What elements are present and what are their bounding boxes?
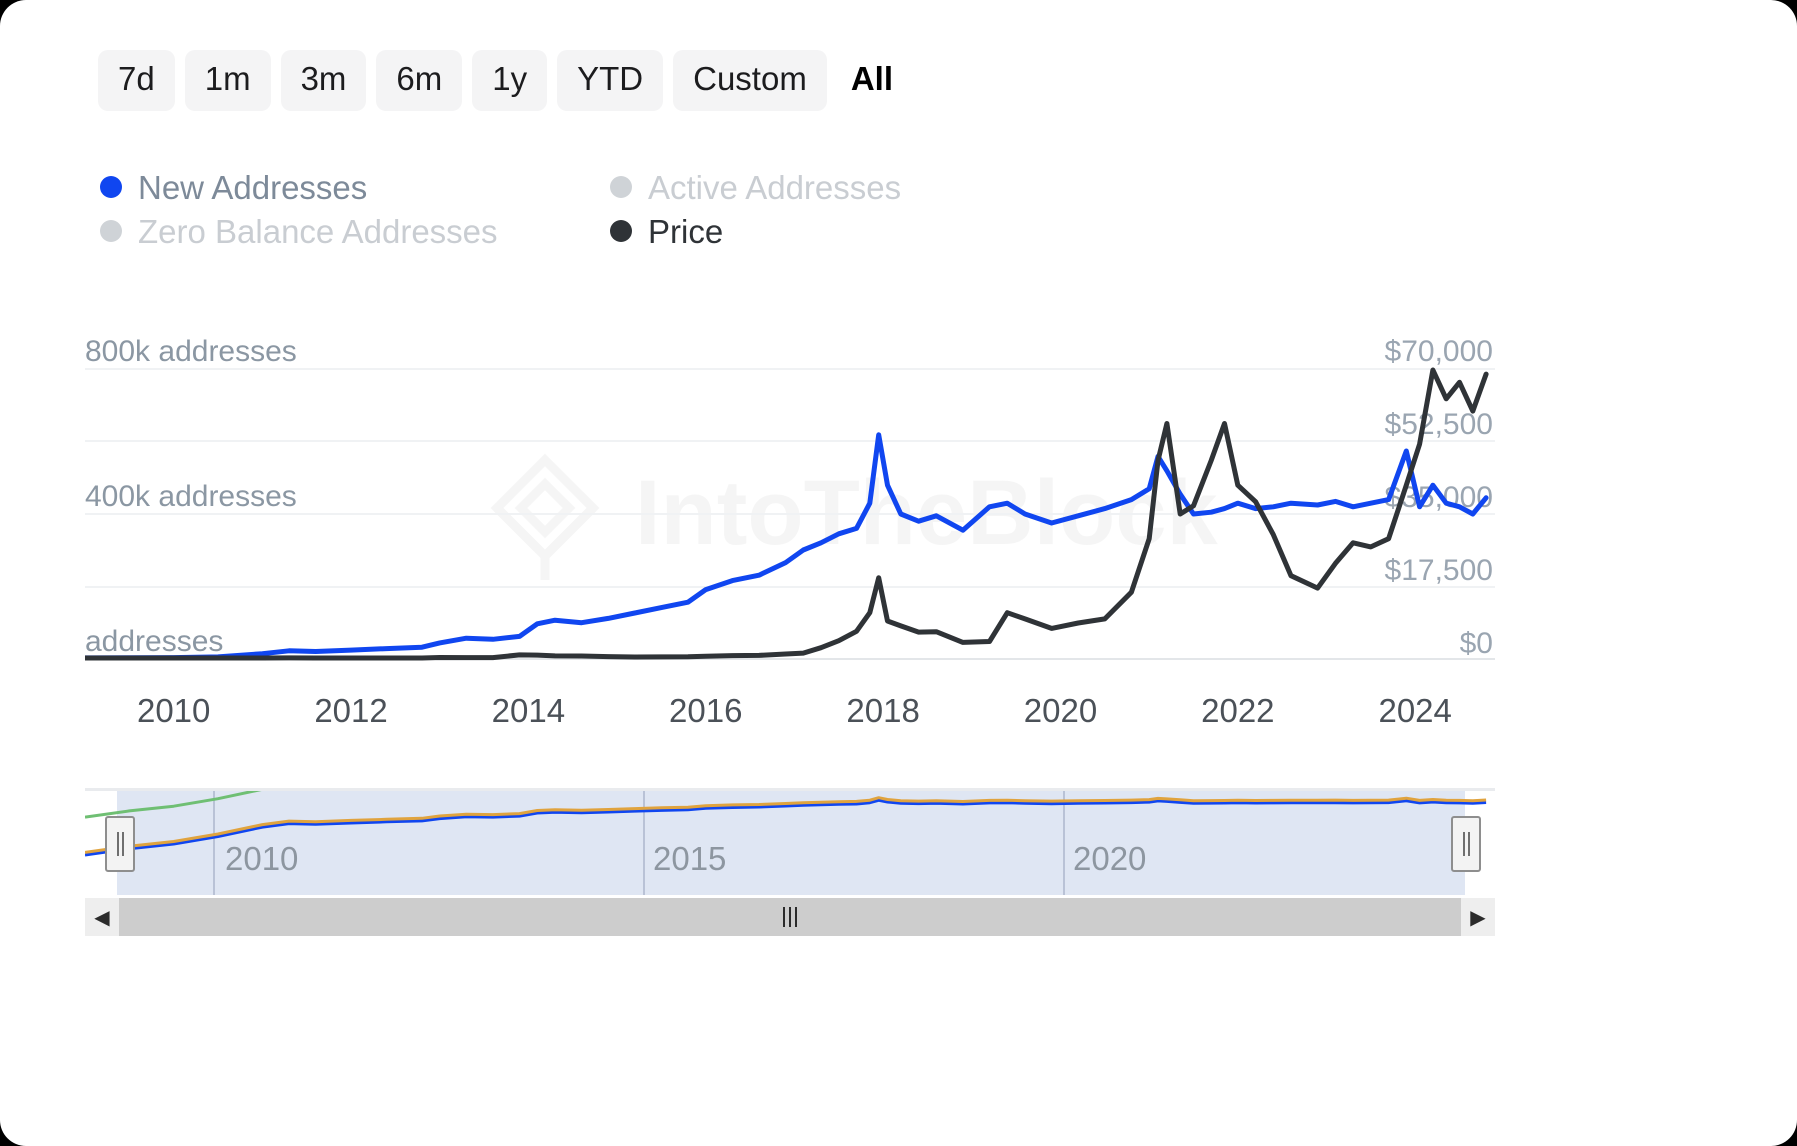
navigator-year-2015: 2015	[653, 840, 727, 877]
navigator-series-new-addresses	[85, 798, 1487, 857]
x-axis-tick-2022: 2022	[1201, 692, 1275, 729]
legend-dot-zero-balance-addresses	[100, 220, 122, 242]
x-axis-tick-2020: 2020	[1023, 692, 1098, 729]
x-axis-tick-2016: 2016	[669, 692, 743, 729]
y2-axis-label-0: $0	[1459, 627, 1493, 660]
legend-label-zero-balance-addresses: Zero Balance Addresses	[138, 212, 498, 250]
legend-label-new-addresses: New Addresses	[138, 168, 368, 206]
grid-line-800k	[85, 368, 1495, 370]
legend-dot-active-addresses	[610, 176, 632, 198]
x-axis: 2010 2012 2014 2016 2018 2020 2022 2024	[85, 692, 1495, 742]
grid-line-200k	[85, 586, 1495, 588]
range-button-6m[interactable]: 6m	[376, 50, 463, 111]
legend-dot-price	[610, 220, 632, 242]
scroll-right-arrow-icon[interactable]: ▶	[1461, 898, 1495, 936]
grid-line-400k	[85, 513, 1495, 515]
navigator-gridline-2010	[213, 791, 215, 895]
range-button-custom[interactable]: Custom	[673, 50, 827, 111]
navigator-selection-window[interactable]	[117, 791, 1465, 895]
navigator-handle-right[interactable]	[1451, 816, 1481, 872]
scrollbar-grip-icon[interactable]	[783, 907, 797, 927]
range-button-ytd[interactable]: YTD	[557, 50, 664, 111]
chart-series-canvas	[85, 367, 1489, 661]
legend-item-new-addresses[interactable]: New Addresses	[100, 165, 610, 209]
navigator-gridline-2015	[643, 791, 645, 895]
navigator-year-2010: 2010	[225, 840, 299, 877]
range-navigator[interactable]: 2010 2015 2020	[85, 788, 1495, 898]
range-button-all[interactable]: All	[837, 50, 907, 111]
range-button-1y[interactable]: 1y	[472, 50, 548, 111]
x-axis-tick-2014: 2014	[491, 692, 566, 729]
x-axis-tick-2018: 2018	[846, 692, 920, 729]
y-axis-label-addresses: addresses	[85, 625, 224, 658]
range-button-3m[interactable]: 3m	[280, 50, 367, 111]
legend-label-active-addresses: Active Addresses	[648, 168, 902, 206]
grid-line-600k	[85, 440, 1495, 442]
series-line-price	[85, 367, 1489, 661]
horizontal-scrollbar[interactable]: ◀ ▶	[85, 898, 1495, 936]
range-button-1m[interactable]: 1m	[184, 50, 271, 111]
navigator-year-2020: 2020	[1073, 840, 1147, 877]
y2-axis-label-70000: $70,000	[1384, 335, 1493, 368]
y-axis-label-800k: 800k addresses	[85, 335, 297, 368]
legend-item-price[interactable]: Price	[610, 209, 723, 253]
chart-legend[interactable]: New Addresses Active Addresses Zero Bala…	[100, 165, 1060, 253]
navigator-gridline-2020	[1063, 791, 1065, 895]
x-axis-tick-2012: 2012	[314, 692, 388, 729]
legend-item-zero-balance-addresses[interactable]: Zero Balance Addresses	[100, 209, 610, 253]
navigator-series-zero-balance-addresses	[85, 796, 1487, 854]
y2-axis-label-17500: $17,500	[1384, 554, 1493, 587]
legend-row-2: Zero Balance Addresses Price	[100, 209, 1060, 253]
navigator-top-border	[85, 788, 1495, 791]
chart-plot-area: IntoTheBlock 800k addresses 400k address…	[85, 330, 1495, 685]
legend-item-active-addresses[interactable]: Active Addresses	[610, 165, 901, 209]
x-axis-baseline	[85, 658, 1495, 660]
scrollbar-track[interactable]	[119, 898, 1461, 936]
navigator-series-canvas	[85, 791, 1487, 857]
range-selector[interactable]: 7d 1m 3m 6m 1y YTD Custom All	[98, 50, 907, 111]
y-axis-label-400k: 400k addresses	[85, 480, 297, 513]
series-line-new-addresses	[85, 432, 1489, 661]
x-axis-tick-2024: 2024	[1378, 692, 1452, 729]
legend-row-1: New Addresses Active Addresses	[100, 165, 1060, 209]
scroll-left-arrow-icon[interactable]: ◀	[85, 898, 119, 936]
y2-axis-label-52500: $52,500	[1384, 408, 1493, 441]
legend-dot-new-addresses	[100, 176, 122, 198]
legend-label-price: Price	[648, 212, 724, 250]
x-axis-tick-2010: 2010	[136, 692, 211, 729]
navigator-handle-left[interactable]	[105, 816, 135, 872]
range-button-7d[interactable]: 7d	[98, 50, 175, 111]
